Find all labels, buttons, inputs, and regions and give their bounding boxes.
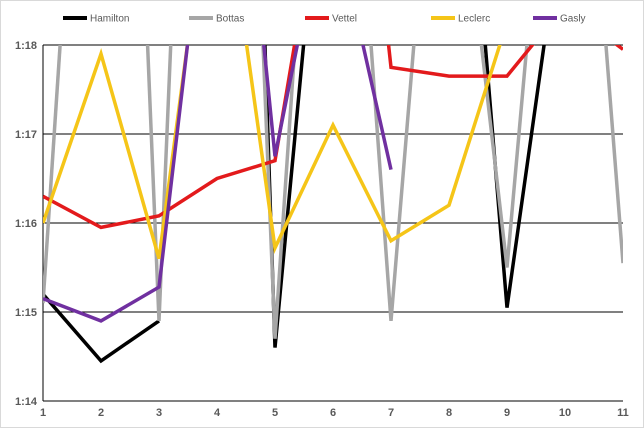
series-line-gasly: [361, 45, 393, 170]
series-lines: [43, 1, 623, 364]
legend-label: Vettel: [332, 14, 357, 25]
y-tick-label: 1:14: [15, 396, 38, 408]
series-line-hamilton: [43, 293, 160, 364]
series-line-gasly: [43, 45, 190, 323]
series-line-vettel: [614, 45, 623, 51]
y-tick-label: 1:18: [15, 40, 37, 52]
x-tick-label: 8: [446, 407, 452, 419]
y-tick-label: 1:16: [15, 218, 37, 230]
x-tick-label: 9: [504, 407, 510, 419]
y-tick-label: 1:17: [15, 129, 37, 141]
series-line-hamilton: [179, 1, 188, 36]
x-tick-label: 11: [617, 407, 629, 419]
series-line-bottas: [369, 45, 416, 322]
series-line-bottas: [479, 45, 529, 268]
x-tick-label: 10: [559, 407, 571, 419]
series-gasly: [43, 45, 393, 323]
gridlines: [43, 44, 623, 313]
series-bottas: [43, 45, 623, 339]
series-line-vettel: [386, 45, 535, 78]
series-line-bottas: [145, 45, 173, 321]
legend-item-hamilton: Hamilton: [63, 14, 129, 25]
x-tick-label: 7: [388, 407, 394, 419]
legend-item-bottas: Bottas: [189, 14, 244, 25]
x-tick-label: 4: [214, 407, 221, 419]
series-line-leclerc: [244, 45, 502, 254]
legend-item-vettel: Vettel: [305, 14, 357, 25]
legend-label: Bottas: [216, 14, 244, 25]
legend-item-gasly: Gasly: [533, 14, 586, 25]
series-line-bottas: [43, 45, 62, 304]
x-tick-label: 3: [156, 407, 162, 419]
legend-item-leclerc: Leclerc: [431, 14, 490, 25]
x-tick-label: 1: [40, 407, 46, 419]
x-tick-label: 5: [272, 407, 278, 419]
series-line-bottas: [604, 45, 623, 264]
legend-label: Hamilton: [90, 14, 129, 25]
x-tick-label: 6: [330, 407, 336, 419]
x-tick-label: 2: [98, 407, 104, 419]
legend: Hamilton Bottas Vettel Leclerc Gasly: [63, 14, 586, 25]
legend-label: Gasly: [560, 14, 586, 25]
y-tick-label: 1:15: [15, 307, 37, 319]
series-line-gasly: [262, 45, 300, 157]
legend-label: Leclerc: [458, 14, 490, 25]
